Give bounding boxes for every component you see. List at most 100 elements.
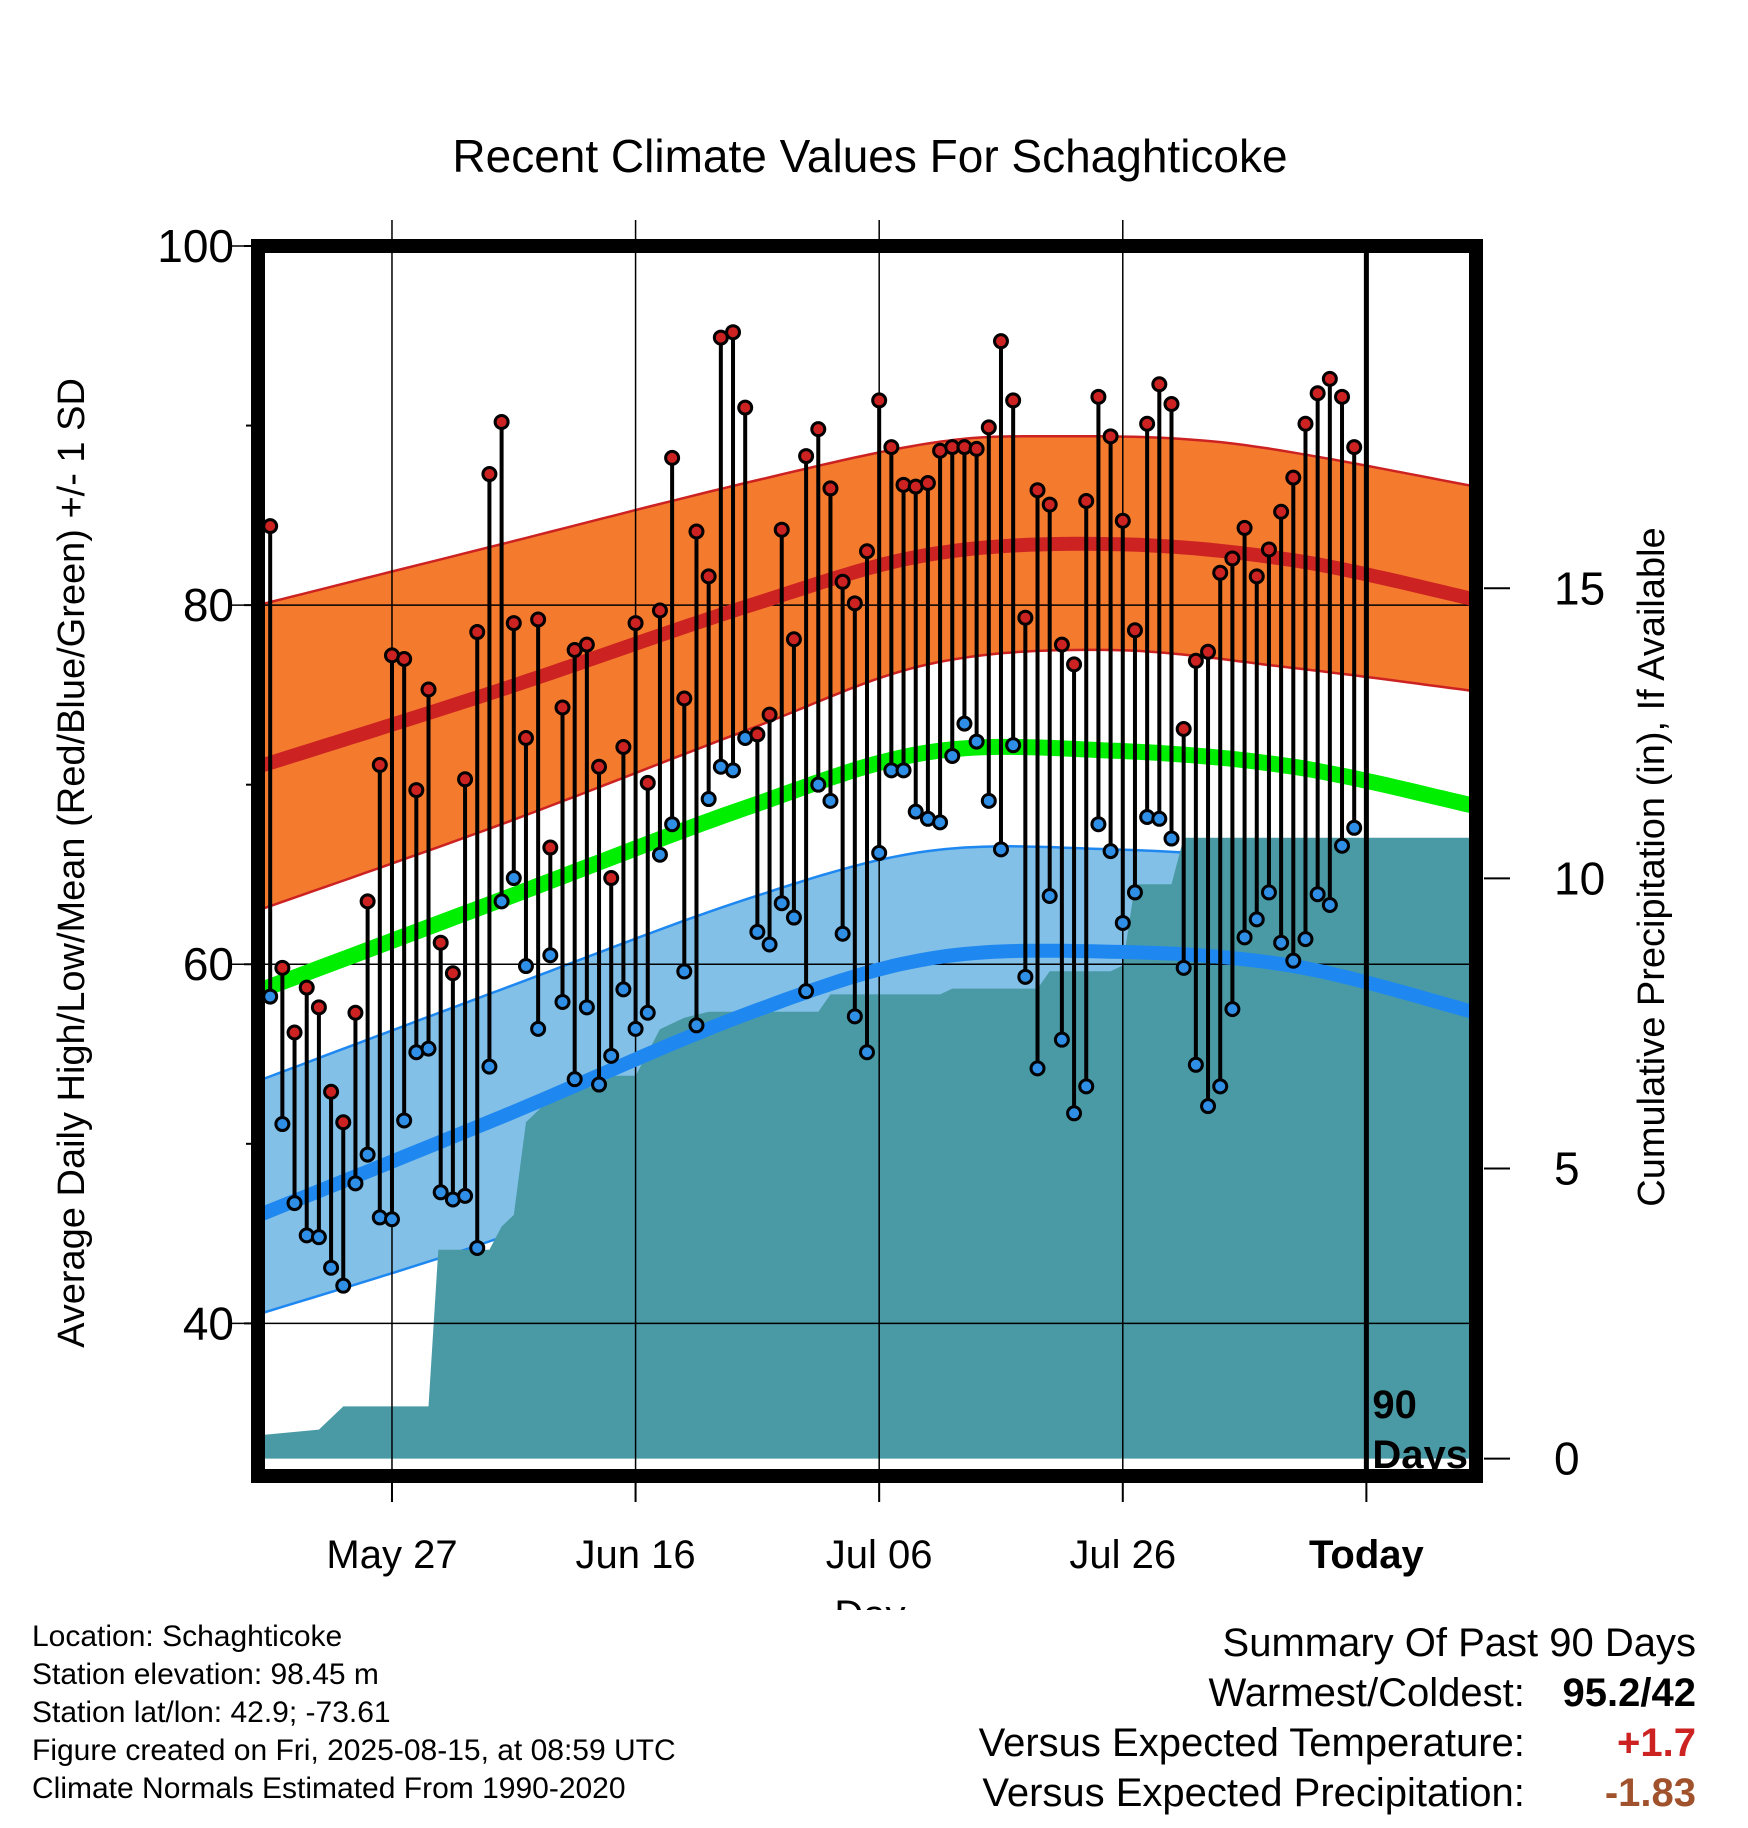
daily-low-point xyxy=(822,792,839,809)
daily-high-point xyxy=(725,324,742,341)
daily-high-point xyxy=(639,774,656,791)
warmest-value: 95.2/42 xyxy=(1562,1671,1696,1715)
daily-high-point xyxy=(1078,492,1095,509)
daily-high-point xyxy=(871,392,888,409)
daily-high-point xyxy=(1200,643,1217,660)
daily-low-point xyxy=(517,958,534,975)
precip-row: Versus Expected Precipitation: -1.83 xyxy=(979,1768,1696,1818)
daily-high-point xyxy=(1041,496,1058,513)
daily-low-point xyxy=(481,1058,498,1075)
daily-high-point xyxy=(1334,388,1351,405)
daily-high-point xyxy=(1224,550,1241,567)
daily-low-point xyxy=(944,747,961,764)
daily-low-point xyxy=(651,846,668,863)
y2-tick-label: 10 xyxy=(1554,852,1605,904)
daily-high-point xyxy=(1248,568,1265,585)
y-tick-label: 80 xyxy=(183,579,234,631)
daily-low-point xyxy=(956,715,973,732)
daily-low-point xyxy=(1346,819,1363,836)
daily-low-point xyxy=(676,963,693,980)
daily-low-point xyxy=(359,1146,376,1163)
daily-low-point xyxy=(566,1071,583,1088)
summary-title: Summary Of Past 90 Days xyxy=(1222,1621,1696,1665)
daily-high-point xyxy=(1139,415,1156,432)
daily-high-point xyxy=(1260,541,1277,558)
daily-high-point xyxy=(1273,503,1290,520)
daily-high-point xyxy=(323,1083,340,1100)
daily-low-point xyxy=(798,983,815,1000)
daily-high-point xyxy=(1029,482,1046,499)
daily-high-point xyxy=(846,595,863,612)
daily-high-point xyxy=(408,782,425,799)
daily-high-point xyxy=(298,979,315,996)
x-tick-label: Jun 16 xyxy=(576,1533,696,1577)
daily-high-point xyxy=(749,726,766,743)
daily-high-point xyxy=(1346,439,1363,456)
daily-high-point xyxy=(359,893,376,910)
daily-high-point xyxy=(700,568,717,585)
daily-low-point xyxy=(1017,968,1034,985)
daily-high-point xyxy=(919,475,936,492)
daily-low-point xyxy=(1126,884,1143,901)
x-tick-label: Jul 26 xyxy=(1069,1533,1176,1577)
x-tick-label: May 27 xyxy=(326,1533,457,1577)
daily-high-point xyxy=(1005,392,1022,409)
daily-low-point xyxy=(335,1277,352,1294)
daily-low-point xyxy=(968,733,985,750)
y-tick-label: 60 xyxy=(183,938,234,990)
daily-high-point xyxy=(286,1024,303,1041)
daily-low-point xyxy=(1236,929,1253,946)
daily-low-point xyxy=(1200,1098,1217,1115)
cumulative-precip-area xyxy=(258,837,1476,1459)
daily-high-point xyxy=(262,518,279,535)
daily-high-point xyxy=(371,756,388,773)
daily-high-point xyxy=(688,523,705,540)
daily-low-point xyxy=(383,1211,400,1228)
temp-row: Versus Expected Temperature: +1.7 xyxy=(979,1718,1696,1768)
daily-low-point xyxy=(1078,1078,1095,1095)
daily-high-point xyxy=(615,738,632,755)
daily-high-point xyxy=(578,636,595,653)
daily-high-point xyxy=(1187,652,1204,669)
daily-low-point xyxy=(1053,1031,1070,1048)
temp-value: +1.7 xyxy=(1617,1721,1696,1765)
daily-low-point xyxy=(773,895,790,912)
temp-label: Versus Expected Temperature: xyxy=(978,1721,1525,1765)
daily-high-point xyxy=(591,758,608,775)
chart-title: Recent Climate Values For Schaghticoke xyxy=(452,130,1287,182)
x-axis-label: Day xyxy=(834,1593,905,1610)
daily-low-point xyxy=(700,791,717,808)
daily-high-point xyxy=(773,521,790,538)
normals-text: Climate Normals Estimated From 1990-2020 xyxy=(32,1772,626,1805)
daily-low-point xyxy=(749,923,766,940)
daily-high-point xyxy=(1163,396,1180,413)
daily-low-point xyxy=(432,1184,449,1201)
daily-low-point xyxy=(980,792,997,809)
daily-low-point xyxy=(469,1239,486,1256)
daily-high-point xyxy=(676,690,693,707)
daily-low-point xyxy=(834,925,851,942)
y2-tick-label: 15 xyxy=(1554,562,1605,614)
daily-high-point xyxy=(444,965,461,982)
daily-high-point xyxy=(810,421,827,438)
warmest-label: Warmest/Coldest: xyxy=(1208,1671,1525,1715)
daily-low-point xyxy=(1321,896,1338,913)
daily-low-point xyxy=(347,1175,364,1192)
daily-high-point xyxy=(968,440,985,457)
latlon-text: Station lat/lon: 42.9; -73.61 xyxy=(32,1696,391,1729)
daily-low-point xyxy=(810,776,827,793)
daily-low-point xyxy=(578,999,595,1016)
daily-high-point xyxy=(554,699,571,716)
station-info: Location: Schaghticoke Station elevation… xyxy=(32,1618,676,1808)
daily-high-point xyxy=(603,870,620,887)
daily-low-point xyxy=(530,1020,547,1037)
daily-low-point xyxy=(1114,914,1131,931)
daily-high-point xyxy=(859,543,875,560)
daily-high-point xyxy=(274,959,291,976)
daily-low-point xyxy=(1163,830,1180,847)
daily-high-point xyxy=(310,999,327,1016)
daily-high-point xyxy=(1066,656,1083,673)
daily-low-point xyxy=(542,947,559,964)
daily-high-point xyxy=(1212,564,1229,581)
daily-high-point xyxy=(335,1114,352,1131)
